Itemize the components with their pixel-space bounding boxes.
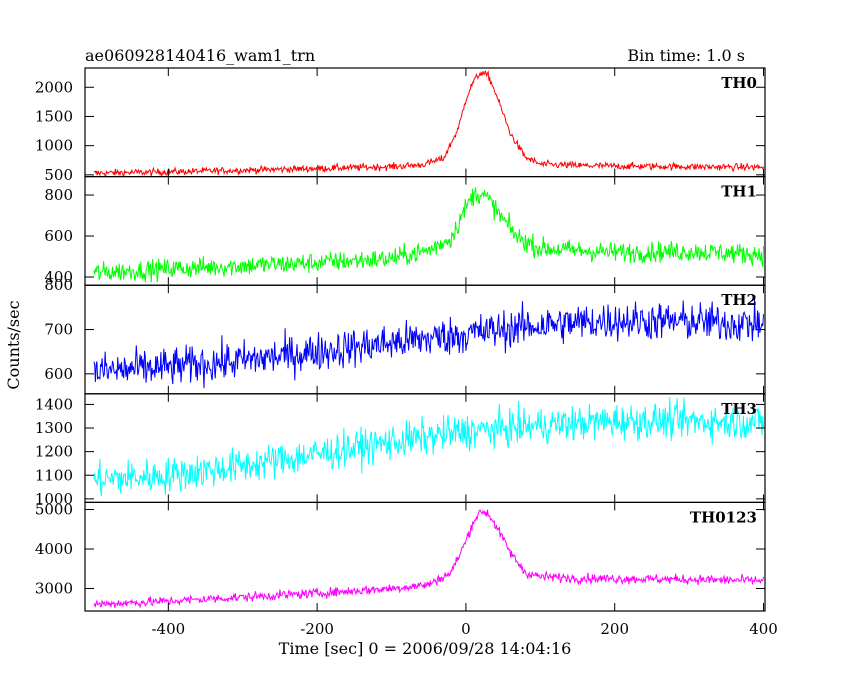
panel-frame-th0123 (84, 501, 766, 612)
panel-label-th0: TH0 (721, 74, 757, 92)
series-line-th0123 (93, 509, 764, 609)
y-tick-label-th2: 800 (44, 276, 73, 294)
y-tick-label-th0: 1000 (35, 137, 73, 155)
series-line-th0 (93, 70, 764, 177)
panel-frame-th2 (84, 284, 766, 395)
y-tick-label-th0: 1500 (35, 107, 73, 125)
panel-frame-th0 (84, 67, 766, 178)
y-tick-label-th0123: 4000 (35, 540, 73, 558)
y-tick-label-th3: 1000 (35, 490, 73, 508)
panel-frame-th1 (84, 176, 766, 286)
x-tick-label: -400 (151, 620, 185, 638)
x-tick-label: 400 (749, 620, 778, 638)
y-tick-label-th2: 600 (44, 365, 73, 383)
panel-label-th1: TH1 (721, 183, 757, 201)
y-axis-title: Counts/sec (4, 300, 23, 389)
x-tick-label: 200 (600, 620, 629, 638)
y-tick-label-th0123: 3000 (35, 579, 73, 597)
panel-label-th2: TH2 (721, 291, 757, 309)
y-tick-label-th0: 2000 (35, 78, 73, 96)
series-line-th3 (93, 397, 764, 497)
series-line-th2 (93, 298, 764, 389)
y-tick-label-th2: 700 (44, 321, 73, 339)
panel-label-th0123: TH0123 (690, 508, 757, 526)
x-tick-label: 0 (461, 620, 471, 638)
panel-label-th3: TH3 (721, 400, 757, 418)
y-tick-label-th3: 1400 (35, 395, 73, 413)
y-tick-label-th3: 1100 (35, 466, 73, 484)
y-tick-label-th3: 1300 (35, 419, 73, 437)
plot-title: ae060928140416_wam1_trn (85, 46, 315, 65)
y-tick-label-th1: 800 (44, 186, 73, 204)
x-axis-title: Time [sec] 0 = 2006/09/28 14:04:16 (279, 639, 572, 658)
y-tick-label-th1: 400 (44, 268, 73, 286)
y-tick-label-th3: 1200 (35, 443, 73, 461)
y-tick-label-th0: 500 (44, 166, 73, 184)
x-tick-label: -200 (300, 620, 334, 638)
y-tick-label-th1: 600 (44, 227, 73, 245)
y-tick-label-th0123: 5000 (35, 501, 73, 519)
series-line-th1 (93, 187, 764, 283)
bin-time-label: Bin time: 1.0 s (627, 46, 745, 65)
